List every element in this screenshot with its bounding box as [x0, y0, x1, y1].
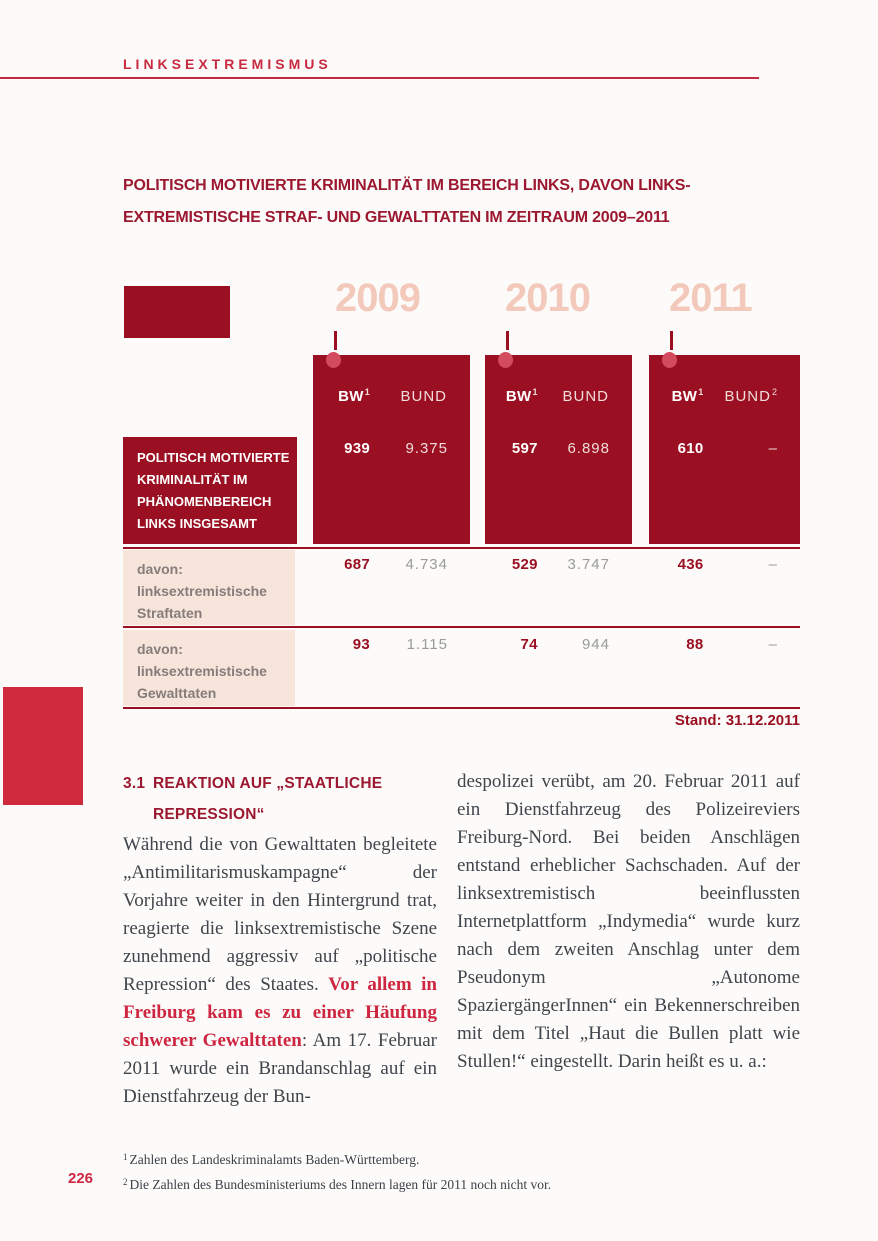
year-label-2011: 2011 — [669, 276, 753, 320]
section-heading-text: REAKTION AUF „STAATLICHE REPRESSION“ — [153, 768, 382, 830]
highlighted-text: Vor allem in Freiburg kam es zu einer Hä… — [123, 974, 437, 1051]
row1-values-2010: 597 6.898 — [485, 440, 610, 457]
table-title: POLITISCH MOTIVIERTE KRIMINALITÄT IM BER… — [123, 170, 813, 234]
value-cell: 436 — [677, 556, 704, 573]
footnote-marker: 1 — [123, 1152, 128, 1162]
year-column-2010: BW1 BUND 597 6.898 — [485, 355, 632, 544]
value-cell: 9.375 — [405, 440, 448, 457]
bund-header: BUND — [562, 388, 609, 405]
chapter-side-mark — [3, 687, 83, 805]
row2-values-2010: 529 3.747 — [485, 556, 610, 573]
footnote-marker: 1 — [364, 387, 371, 397]
year-column-2011: BW1 BUND2 610 – — [649, 355, 800, 544]
table-bottom-divider — [123, 707, 800, 709]
timeline-tick-2011 — [670, 331, 673, 350]
row3-values-2011: 88 – — [649, 636, 778, 653]
row1-values-2011: 610 – — [649, 440, 778, 457]
section-heading-line1: REAKTION AUF „STAATLICHE — [153, 775, 383, 792]
bw-header: BW1 — [671, 387, 704, 405]
value-cell: 1.115 — [406, 636, 448, 653]
footnote-1: 1 Zahlen des Landeskriminalamts Baden-Wür… — [123, 1146, 743, 1171]
value-cell: 93 — [352, 636, 371, 653]
section-number: 3.1 — [123, 775, 146, 792]
column-header-2010: BW1 BUND — [485, 387, 610, 405]
body-columns: 3.1 REAKTION AUF „STAATLICHE REPRESSION“… — [123, 768, 800, 1111]
deco-rectangle — [124, 286, 230, 338]
value-cell: 610 — [677, 440, 704, 457]
section-heading: 3.1 REAKTION AUF „STAATLICHE REPRESSION“ — [123, 768, 437, 830]
column-header-2009: BW1 BUND — [313, 387, 448, 405]
footnotes: 1 Zahlen des Landeskriminalamts Baden-Wür… — [123, 1146, 743, 1196]
page-number: 226 — [68, 1170, 94, 1187]
footnote-marker: 1 — [532, 387, 538, 397]
section-heading-line2: REPRESSION“ — [153, 806, 265, 823]
footnote-text: Zahlen des Landeskriminalamts Baden-Würt… — [129, 1152, 420, 1167]
year-marker-dot-icon — [326, 352, 341, 368]
table-row-label-straftaten: davon: linksextremistische Straftaten — [123, 550, 295, 625]
row2-values-2011: 436 – — [649, 556, 778, 573]
table-row-label-gewalttaten: davon: linksextremistische Gewalttaten — [123, 630, 295, 706]
paragraph-text: : Am 17. Februar 2011 wurde ein Brandans… — [123, 1030, 437, 1107]
footnote-2: 2 Die Zahlen des Bundesministeriums des I… — [123, 1171, 743, 1196]
footnote-marker: 2 — [123, 1177, 128, 1187]
table-title-line2: EXTREMISTISCHE STRAF- UND GEWALTTATEN IM… — [123, 209, 670, 226]
value-cell: 944 — [581, 636, 610, 653]
row3-values-2010: 74 944 — [485, 636, 610, 653]
value-cell: – — [768, 636, 778, 653]
body-column-right: despolizei verübt, am 20. Februar 2011 a… — [457, 768, 800, 1111]
value-cell: – — [768, 440, 778, 457]
column-header-2011: BW1 BUND2 — [649, 387, 778, 405]
row1-values-2009: 939 9.375 — [313, 440, 448, 457]
footnote-text: Die Zahlen des Bundesministeriums des In… — [129, 1177, 552, 1192]
year-marker-dot-icon — [498, 352, 513, 368]
body-column-left: 3.1 REAKTION AUF „STAATLICHE REPRESSION“… — [123, 768, 437, 1111]
value-cell: 597 — [511, 440, 538, 457]
timeline-tick-2009 — [334, 331, 337, 350]
paragraph-left: Während die von Gewalttaten begleitete „… — [123, 831, 437, 1111]
value-cell: 687 — [344, 556, 371, 573]
chapter-kicker: LINKSEXTREMISMUS — [123, 56, 332, 72]
timeline-tick-2010 — [506, 331, 509, 350]
bw-header: BW1 — [338, 387, 371, 405]
bw-header: BW1 — [505, 387, 538, 405]
paragraph-right: despolizei verübt, am 20. Februar 2011 a… — [457, 771, 800, 1072]
row-divider — [123, 547, 800, 549]
table-row-label-total: POLITISCH MOTIVIERTE KRIMINALITÄT IM PHÄ… — [123, 437, 297, 544]
footnote-marker: 2 — [771, 387, 778, 397]
year-label-2009: 2009 — [335, 276, 421, 320]
row-divider — [123, 626, 800, 628]
value-cell: 529 — [511, 556, 538, 573]
stand-note: Stand: 31.12.2011 — [674, 712, 800, 729]
header-rule — [0, 77, 759, 79]
value-cell: 4.734 — [405, 556, 448, 573]
year-marker-dot-icon — [662, 352, 677, 368]
year-column-2009: BW1 BUND 939 9.375 — [313, 355, 470, 544]
bund-header: BUND2 — [724, 387, 778, 405]
table-title-line1: POLITISCH MOTIVIERTE KRIMINALITÄT IM BER… — [123, 177, 691, 194]
year-label-2010: 2010 — [505, 276, 591, 320]
value-cell: 939 — [344, 440, 371, 457]
row3-values-2009: 93 1.115 — [313, 636, 448, 653]
footnote-marker: 1 — [698, 387, 704, 397]
value-cell: 88 — [686, 636, 704, 653]
value-cell: 74 — [520, 636, 538, 653]
value-cell: 3.747 — [567, 556, 610, 573]
value-cell: – — [768, 556, 778, 573]
value-cell: 6.898 — [567, 440, 610, 457]
row2-values-2009: 687 4.734 — [313, 556, 448, 573]
bund-header: BUND — [400, 388, 447, 405]
paragraph-text: Während die von Gewalttaten begleitete „… — [123, 834, 437, 995]
